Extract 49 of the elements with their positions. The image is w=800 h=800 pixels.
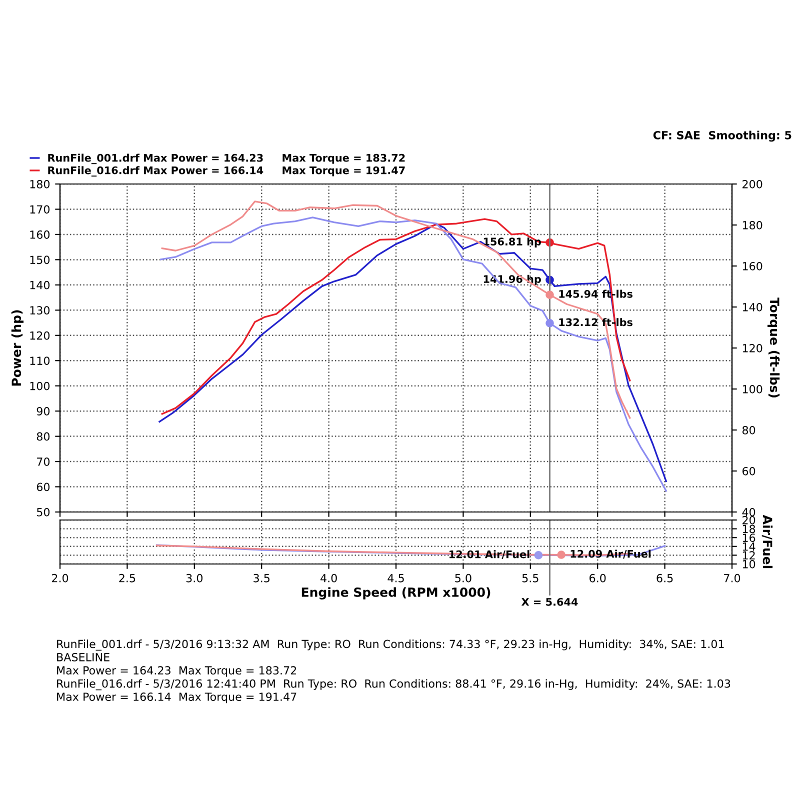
x-tick-label: 6.0 xyxy=(590,574,606,582)
x-tick-label: 2.0 xyxy=(52,574,68,582)
x-tick-label: 4.5 xyxy=(388,574,404,582)
y-tick-label: 20 xyxy=(742,516,756,524)
x-tick-label: 5.5 xyxy=(522,574,538,582)
x-tick-label: 3.5 xyxy=(254,574,270,582)
y2-tick-label: 40 xyxy=(742,508,756,516)
x-tick-label: 7.0 xyxy=(724,574,740,582)
y-tick-label: 80 xyxy=(36,432,50,441)
y-tick-label: 120 xyxy=(30,331,50,340)
y-tick-label: 16 xyxy=(742,534,756,542)
x-tick-label: 2.5 xyxy=(119,574,136,582)
y-tick-label: 60 xyxy=(36,482,50,492)
y-tick-label: 180 xyxy=(30,180,50,188)
y2-tick-label: 200 xyxy=(742,180,762,188)
annotation: 12.09 Air/Fuel xyxy=(570,550,651,559)
x-tick-label: 5.0 xyxy=(455,574,472,582)
ref-line-label: X = 5.644 xyxy=(521,598,578,606)
y-tick-label: 140 xyxy=(30,280,50,290)
data-label: 156.81 hp xyxy=(484,237,541,248)
y-axis-title: Power (hp) xyxy=(11,310,24,386)
legend-label: RunFile_001.drf Max Power = 164.23 Max Torque = 183.72 xyxy=(48,154,405,164)
text: CF: SAE Smoothing: 5 xyxy=(653,130,792,142)
text: BASELINE xyxy=(57,652,110,662)
y-tick-label: 10 xyxy=(742,560,756,568)
text: Max Power = 164.23 Max Torque = 183.72 xyxy=(57,666,296,677)
x-tick-label: 4.0 xyxy=(320,574,337,582)
text: Max Power = 166.14 Max Torque = 191.47 xyxy=(57,692,296,704)
y-tick-label: 70 xyxy=(37,458,50,466)
y-tick-label: 100 xyxy=(30,382,50,390)
y2-axis-title: Torque (ft-lbs) xyxy=(768,298,780,398)
y-axis-title: Air/Fuel xyxy=(762,514,773,568)
x-tick-label: 3.0 xyxy=(186,574,202,582)
x-axis-title: Engine Speed (RPM x1000) xyxy=(302,587,490,600)
y-tick-label: 18 xyxy=(742,524,756,534)
y-tick-label: 14 xyxy=(742,542,756,551)
y-tick-label: 150 xyxy=(30,256,50,264)
y-tick-label: 90 xyxy=(36,407,50,416)
y-tick-label: 50 xyxy=(36,508,50,516)
legend-label: RunFile_016.drf Max Power = 166.14 Max Torque = 191.47 xyxy=(48,166,405,177)
y-tick-label: 170 xyxy=(30,205,50,214)
x-tick-label: 6.5 xyxy=(656,574,673,582)
y-tick-label: 12 xyxy=(742,551,755,560)
text: RunFile_001.drf - 5/3/2016 9:13:32 AM Run Type: RO Run Conditions: 74.33 °F, 29.23 in-Hg, Humidity: 34%, SAE: 1.01 xyxy=(57,640,724,651)
y-tick-label: 130 xyxy=(30,306,50,315)
text: RunFile_016.drf - 5/3/2016 12:41:40 PM Run Type: RO Run Conditions: 88.41 °F, 29.16 in-Hg, Humidity: 24%, SAE: 1.03 xyxy=(57,679,730,690)
y-tick-label: 110 xyxy=(30,356,50,365)
y-tick-label: 160 xyxy=(30,230,50,239)
annotation: 12.01 Air/Fuel xyxy=(450,550,530,560)
